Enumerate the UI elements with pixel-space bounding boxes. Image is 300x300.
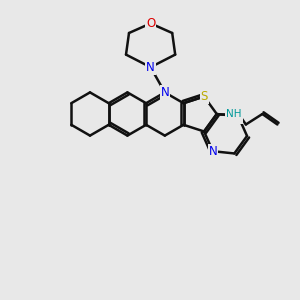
Text: N: N <box>234 110 243 123</box>
Text: N: N <box>146 61 155 74</box>
Text: N: N <box>160 86 169 99</box>
Text: NH: NH <box>226 109 241 119</box>
Text: O: O <box>146 17 155 30</box>
Text: S: S <box>200 90 208 103</box>
Text: N: N <box>208 145 217 158</box>
